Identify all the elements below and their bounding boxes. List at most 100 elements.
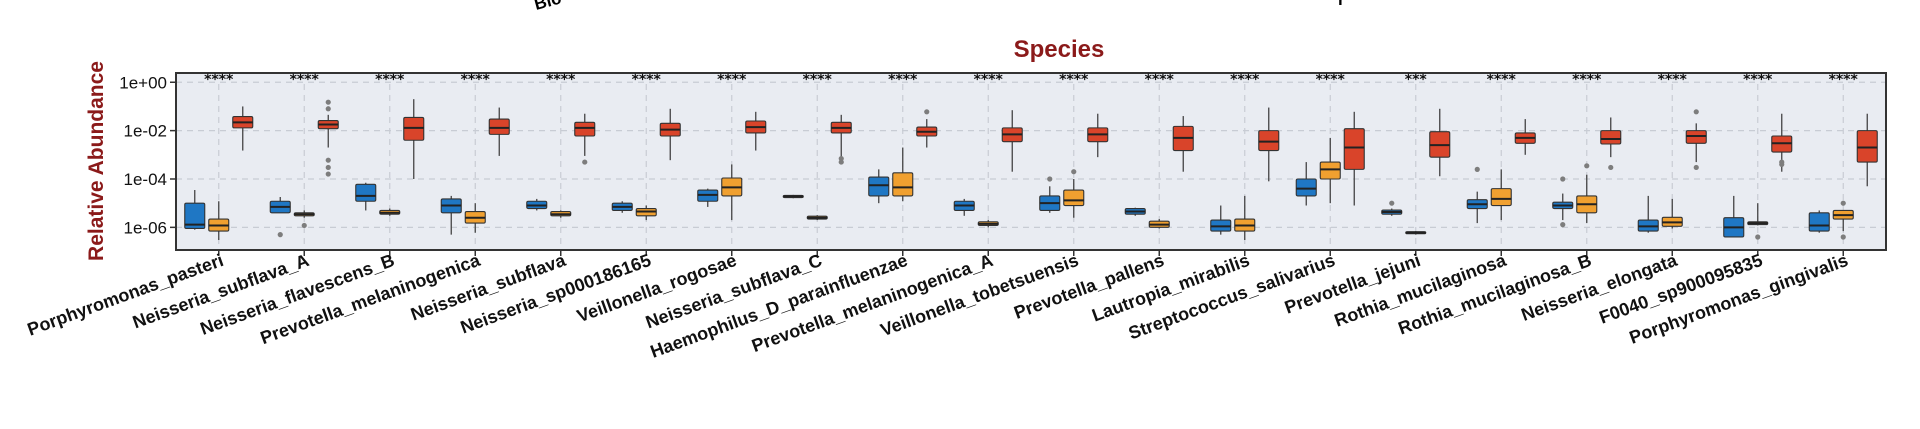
box-red <box>1685 109 1707 171</box>
top-fragment-right: r <box>1338 0 1345 9</box>
outlier-point <box>838 155 844 162</box>
outlier-point <box>1779 159 1785 165</box>
outlier-point <box>1608 164 1614 171</box>
box-blue <box>1295 162 1317 206</box>
box-red <box>1514 119 1536 155</box>
outlier-point <box>1584 163 1590 169</box>
y-axis: 1e-06 1e-04 1e-02 1e+00 <box>119 73 176 237</box>
box-blue <box>611 201 633 213</box>
box-iqr <box>184 202 206 230</box>
outlier-point <box>1071 169 1077 175</box>
significance-label: **** <box>1230 72 1260 88</box>
box-iqr <box>1490 188 1512 207</box>
box-red <box>488 107 510 156</box>
box-orange <box>1405 231 1427 235</box>
box-orange <box>1319 137 1341 204</box>
outlier-point <box>325 164 331 171</box>
box-orange <box>1148 219 1170 229</box>
box-red <box>1258 107 1280 182</box>
box-blue <box>1466 166 1488 224</box>
box-red <box>574 113 596 165</box>
outlier-point <box>325 157 331 163</box>
box-orange <box>806 215 828 221</box>
box-orange <box>1661 198 1683 229</box>
box-orange <box>1490 169 1512 221</box>
boxes-layer <box>184 99 1878 240</box>
outlier-point <box>1560 221 1566 228</box>
outlier-point <box>301 222 307 229</box>
y-tick-label: 1e-06 <box>124 218 167 237</box>
significance-label: **** <box>1145 72 1175 88</box>
box-iqr <box>1063 189 1085 207</box>
box-blue <box>868 169 890 204</box>
x-axis: Porphyromonas_pasteriNeisseria_subflava_… <box>25 250 1851 362</box>
box-blue <box>526 198 548 211</box>
y-tick-label: 1e-02 <box>124 122 167 141</box>
significance-label: **** <box>717 72 747 88</box>
box-blue <box>1808 210 1830 233</box>
box-blue <box>1039 176 1061 213</box>
box-orange <box>977 220 999 228</box>
box-blue <box>184 190 206 230</box>
significance-label: **** <box>1572 72 1602 88</box>
box-orange <box>1576 163 1598 224</box>
box-blue <box>953 198 975 216</box>
box-orange <box>379 208 401 216</box>
box-red <box>1429 108 1451 177</box>
box-red <box>659 108 681 161</box>
significance-label: **** <box>290 72 320 88</box>
box-blue <box>1210 205 1232 235</box>
box-iqr <box>488 118 510 135</box>
y-axis-title: Relative Abundance <box>85 61 108 261</box>
outlier-point <box>1755 234 1761 240</box>
significance-label: **** <box>461 72 491 88</box>
box-iqr <box>1258 130 1280 152</box>
box-red <box>745 111 767 151</box>
top-fragment-left: Bio <box>532 0 563 14</box>
y-tick-label: 1e+00 <box>119 73 167 92</box>
y-tick-label: 1e-04 <box>124 170 167 189</box>
significance-label: **** <box>1487 72 1517 88</box>
box-red <box>1771 113 1793 172</box>
box-red <box>1856 113 1878 187</box>
box-iqr <box>868 176 890 197</box>
outlier-point <box>1389 200 1395 206</box>
significance-label: **** <box>803 72 833 88</box>
box-blue <box>1723 195 1745 238</box>
significance-label: **** <box>888 72 918 88</box>
box-iqr <box>1295 178 1317 197</box>
box-orange <box>464 203 486 233</box>
outlier-point <box>924 109 930 115</box>
outlier-point <box>1474 166 1480 172</box>
box-iqr <box>574 121 596 137</box>
plot-panel <box>176 73 1886 250</box>
box-iqr <box>1856 130 1878 163</box>
box-red <box>1001 110 1023 172</box>
box-blue <box>1552 176 1574 228</box>
outlier-point <box>325 171 331 177</box>
box-red <box>1172 116 1194 172</box>
significance-label: *** <box>1405 72 1428 88</box>
box-red <box>916 109 938 148</box>
box-blue <box>1381 200 1403 216</box>
box-orange <box>1063 169 1085 218</box>
box-red <box>1343 111 1365 206</box>
box-blue <box>355 182 377 211</box>
significance-label: **** <box>632 72 662 88</box>
strip-title: Species <box>1014 36 1105 63</box>
significance-label: **** <box>375 72 405 88</box>
box-red <box>1087 113 1109 158</box>
box-orange <box>550 210 572 218</box>
box-iqr <box>1600 130 1622 145</box>
outlier-point <box>1560 176 1566 182</box>
outlier-point <box>1840 200 1846 206</box>
box-red <box>232 106 254 151</box>
box-blue <box>1124 207 1146 216</box>
outlier-point <box>325 99 331 105</box>
outlier-point <box>1047 176 1053 182</box>
outlier-point <box>1693 109 1699 115</box>
box-red <box>1600 117 1622 171</box>
box-red <box>403 99 425 179</box>
significance-labels: **** **** **** **** **** **** **** **** **** ****… <box>204 72 1858 88</box>
